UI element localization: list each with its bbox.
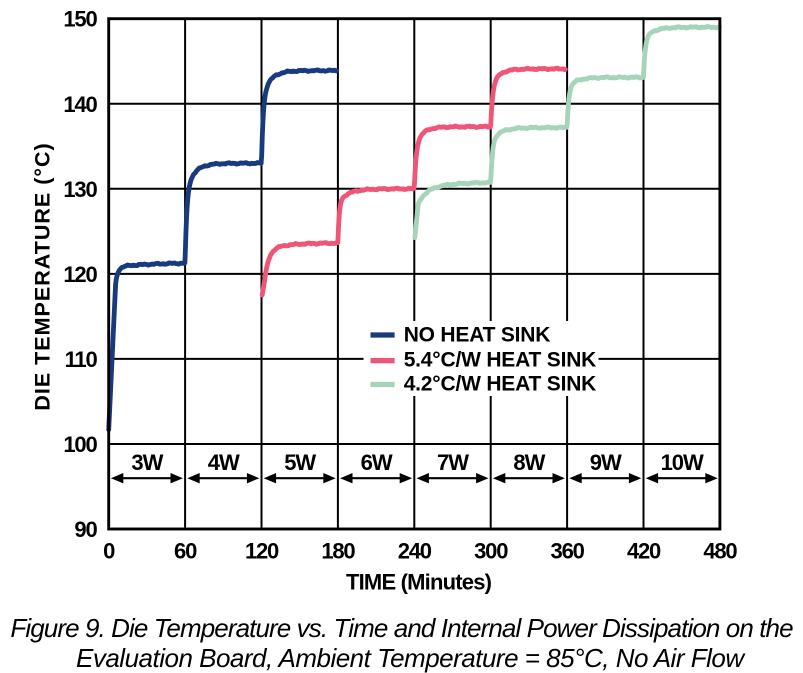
svg-text:300: 300 <box>474 539 508 564</box>
svg-text:120: 120 <box>245 539 279 564</box>
svg-text:9W: 9W <box>590 450 622 475</box>
svg-text:120: 120 <box>63 262 97 287</box>
svg-text:110: 110 <box>65 347 98 372</box>
svg-text:140: 140 <box>63 92 97 117</box>
svg-text:4W: 4W <box>208 450 240 475</box>
svg-text:4.2°C/W HEAT SINK: 4.2°C/W HEAT SINK <box>404 373 596 396</box>
svg-text:6W: 6W <box>361 450 393 475</box>
svg-text:5W: 5W <box>284 450 316 475</box>
svg-text:7W: 7W <box>437 450 469 475</box>
svg-text:0: 0 <box>103 539 115 564</box>
svg-text:150: 150 <box>63 7 97 32</box>
svg-text:100: 100 <box>63 432 97 457</box>
svg-text:8W: 8W <box>513 450 545 475</box>
svg-text:360: 360 <box>551 539 585 564</box>
svg-text:480: 480 <box>703 539 737 564</box>
svg-text:TIME (Minutes): TIME (Minutes) <box>346 570 492 595</box>
svg-text:130: 130 <box>63 177 97 202</box>
svg-text:10W: 10W <box>661 450 704 475</box>
svg-text:60: 60 <box>174 539 197 564</box>
svg-text:5.4°C/W HEAT SINK: 5.4°C/W HEAT SINK <box>404 348 596 371</box>
svg-text:180: 180 <box>321 539 355 564</box>
svg-text:3W: 3W <box>131 450 163 475</box>
svg-text:420: 420 <box>627 539 661 564</box>
svg-text:NO HEAT SINK: NO HEAT SINK <box>404 324 551 347</box>
svg-text:DIE TEMPERATURE (°C): DIE TEMPERATURE (°C) <box>30 142 54 410</box>
svg-text:240: 240 <box>398 539 432 564</box>
svg-text:90: 90 <box>74 517 97 542</box>
